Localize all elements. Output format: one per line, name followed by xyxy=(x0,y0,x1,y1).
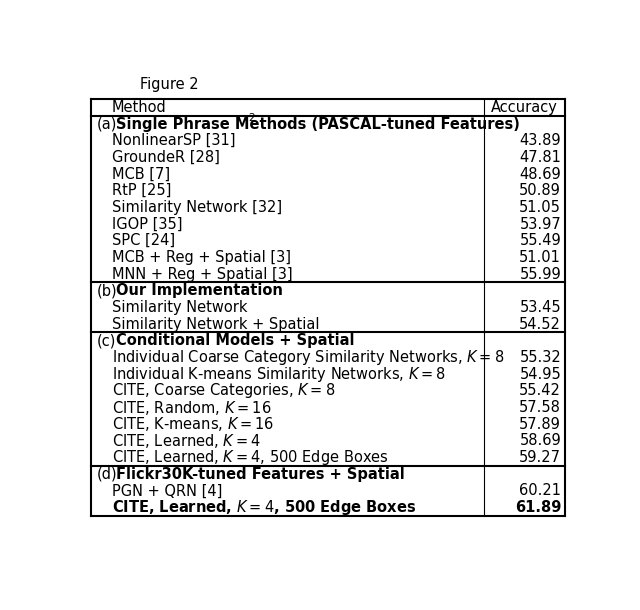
Text: CITE, Learned, $K = 4$, 500 Edge Boxes: CITE, Learned, $K = 4$, 500 Edge Boxes xyxy=(112,498,416,517)
Text: CITE, Learned, $K = 4$, 500 Edge Boxes: CITE, Learned, $K = 4$, 500 Edge Boxes xyxy=(112,448,388,467)
Text: 61.89: 61.89 xyxy=(515,500,561,515)
Text: Method: Method xyxy=(112,100,166,115)
Text: Our Implementation: Our Implementation xyxy=(116,283,283,298)
Text: IGOP [35]: IGOP [35] xyxy=(112,217,182,232)
Text: 2: 2 xyxy=(248,113,255,123)
Text: CITE, Coarse Categories, $K = 8$: CITE, Coarse Categories, $K = 8$ xyxy=(112,381,335,400)
Text: MCB + Reg + Spatial [3]: MCB + Reg + Spatial [3] xyxy=(112,250,291,265)
Text: NonlinearSP [31]: NonlinearSP [31] xyxy=(112,133,236,148)
Text: SPC [24]: SPC [24] xyxy=(112,233,175,248)
Text: Similarity Network: Similarity Network xyxy=(112,300,247,315)
Text: Individual Coarse Category Similarity Networks, $K = 8$: Individual Coarse Category Similarity Ne… xyxy=(112,348,504,367)
Text: 55.49: 55.49 xyxy=(520,233,561,248)
Text: Conditional Models + Spatial: Conditional Models + Spatial xyxy=(116,333,354,348)
Text: CITE, K-means, $K = 16$: CITE, K-means, $K = 16$ xyxy=(112,415,274,433)
Text: 57.89: 57.89 xyxy=(519,417,561,432)
Text: Individual K-means Similarity Networks, $K = 8$: Individual K-means Similarity Networks, … xyxy=(112,365,445,384)
Text: (d): (d) xyxy=(97,467,118,482)
Text: 51.01: 51.01 xyxy=(519,250,561,265)
Text: 58.69: 58.69 xyxy=(520,433,561,448)
Text: GroundeR [28]: GroundeR [28] xyxy=(112,150,220,165)
Text: Accuracy: Accuracy xyxy=(492,100,558,115)
Text: RtP [25]: RtP [25] xyxy=(112,183,171,198)
Text: Figure 2: Figure 2 xyxy=(140,77,198,93)
Text: 53.45: 53.45 xyxy=(520,300,561,315)
Text: 55.42: 55.42 xyxy=(519,383,561,398)
Text: (c): (c) xyxy=(97,333,116,348)
Text: PGN + QRN [4]: PGN + QRN [4] xyxy=(112,483,222,498)
Text: Similarity Network [32]: Similarity Network [32] xyxy=(112,200,282,215)
Text: 50.89: 50.89 xyxy=(519,183,561,198)
Text: 55.99: 55.99 xyxy=(520,267,561,282)
Text: 57.58: 57.58 xyxy=(519,400,561,415)
Text: (a): (a) xyxy=(97,117,117,132)
Text: 43.89: 43.89 xyxy=(520,133,561,148)
Text: (b): (b) xyxy=(97,283,118,298)
Text: 48.69: 48.69 xyxy=(520,167,561,182)
Text: 54.52: 54.52 xyxy=(519,317,561,332)
Text: Similarity Network + Spatial: Similarity Network + Spatial xyxy=(112,317,319,332)
Text: CITE, Learned, $K = 4$: CITE, Learned, $K = 4$ xyxy=(112,432,260,450)
Text: 55.32: 55.32 xyxy=(520,350,561,365)
Text: Flickr30K-tuned Features + Spatial: Flickr30K-tuned Features + Spatial xyxy=(116,467,404,482)
Text: 51.05: 51.05 xyxy=(519,200,561,215)
Text: 54.95: 54.95 xyxy=(520,367,561,382)
Text: MCB [7]: MCB [7] xyxy=(112,167,170,182)
Text: 47.81: 47.81 xyxy=(519,150,561,165)
Text: MNN + Reg + Spatial [3]: MNN + Reg + Spatial [3] xyxy=(112,267,292,282)
Text: 60.21: 60.21 xyxy=(519,483,561,498)
Text: 53.97: 53.97 xyxy=(520,217,561,232)
Text: 59.27: 59.27 xyxy=(519,450,561,465)
Text: CITE, Random, $K = 16$: CITE, Random, $K = 16$ xyxy=(112,398,271,417)
Text: Single Phrase Methods (PASCAL-tuned Features): Single Phrase Methods (PASCAL-tuned Feat… xyxy=(116,117,520,132)
